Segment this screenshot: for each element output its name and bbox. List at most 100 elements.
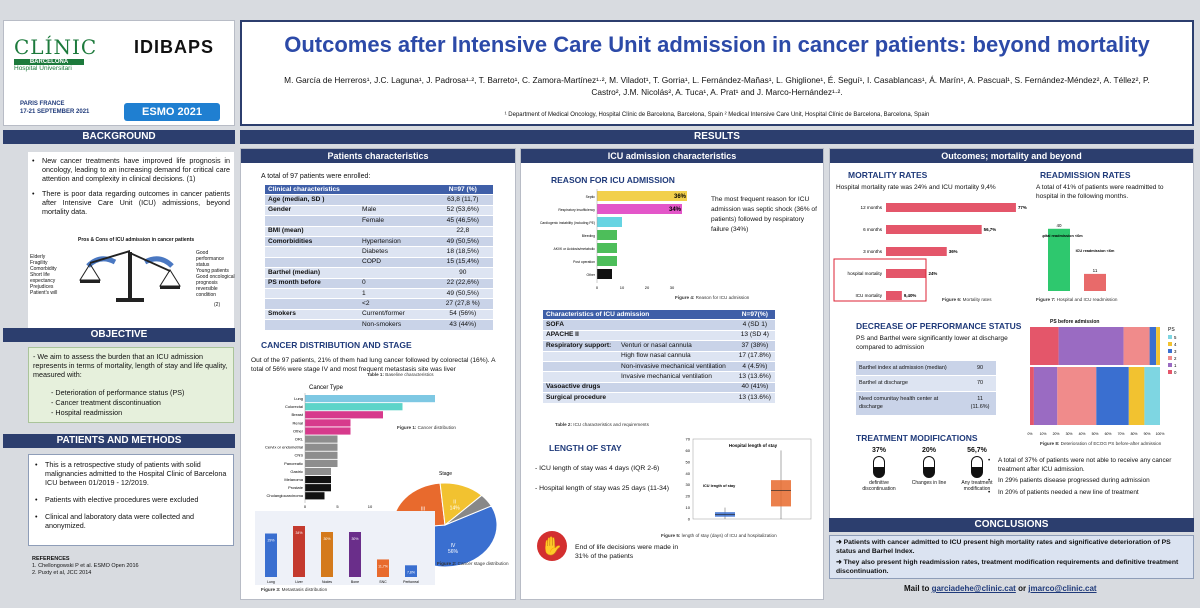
data-label: 56% [448, 549, 459, 555]
bar [305, 467, 331, 476]
bar-segment [1030, 327, 1059, 365]
table-cell: 54 (56%) [432, 309, 493, 321]
tick-label: 0 [688, 517, 691, 522]
clinic-logo-city: BARCELONA [14, 59, 84, 65]
bar [305, 403, 403, 411]
data-label: 30% [351, 537, 358, 541]
bar-segment [1057, 367, 1097, 425]
table-row: Vasoactive drugs 40 (41%) [543, 382, 775, 394]
icu-char-table: Characteristics of ICU admission N=97(%)… [543, 310, 775, 404]
table-cell: 22,8 [432, 226, 493, 238]
legend-swatch [1168, 342, 1172, 346]
bar-segment [1058, 327, 1124, 365]
tick-label: 50% [1092, 432, 1099, 436]
caption-text: Hospital and ICU readmission [1055, 297, 1118, 302]
authors: M. García de Herreros¹, J.C. Laguna¹, J.… [284, 75, 1150, 97]
table-cell: Non-smokers [359, 319, 433, 331]
bar [886, 225, 982, 234]
bar-segment [1144, 367, 1160, 425]
legend-swatch [1168, 370, 1172, 374]
objective-item: - Hospital readmission [51, 408, 123, 417]
pro-item: Young patients [196, 268, 229, 274]
bar [886, 203, 1016, 212]
highlight-box [833, 258, 927, 302]
table-cell: 27 (27,8 %) [432, 298, 493, 310]
email-link-1[interactable]: garciadehe@clinic.cat [931, 584, 1016, 593]
table-row: Diabetes 18 (18,5%) [265, 246, 493, 258]
table-cell [543, 361, 618, 373]
data-label: IV [451, 543, 456, 549]
reason-title: REASON FOR ICU ADMISSION [551, 175, 675, 185]
legend-swatch [1168, 356, 1172, 360]
tick-label: 0 [596, 285, 599, 290]
esmo-logo: ESMO 2021 [124, 103, 220, 121]
treatment-bullet: A total of 37% of patients were not able… [986, 457, 1190, 474]
fig4-caption: Figure 4: Reason for ICU admission [675, 295, 749, 300]
treatment-item: 20% Changes in line [906, 447, 952, 486]
performance-text: PS and Barthel were significantly lower … [856, 335, 1008, 351]
treatment-bullet: In 29% patients disease progressed durin… [986, 477, 1190, 486]
data-label: III [421, 506, 425, 512]
con-item: Patient's will [30, 290, 58, 296]
legend-label: 4 [1174, 342, 1177, 347]
tick-label: 6 months [863, 227, 883, 232]
bar [305, 395, 435, 403]
table-cell: Vasoactive drugs [543, 382, 618, 394]
bar [886, 291, 902, 300]
data-label: 11,7% [378, 564, 388, 568]
cancer-title: CANCER DISTRIBUTION AND STAGE [261, 340, 412, 350]
reference-item: 1. Chellongowski P et al. ESMO Open 2016 [32, 563, 139, 569]
table-cell: 13 (SD 4) [734, 330, 775, 342]
bar [305, 492, 325, 500]
email-link-2[interactable]: jmarco@clinic.cat [1028, 584, 1097, 593]
esmo-place: PARIS FRANCE [20, 101, 65, 107]
table-row: Barthel at discharge 70 [856, 375, 996, 392]
table-cell [265, 298, 359, 310]
table-cell: Gender [265, 205, 359, 217]
results-title: RESULTS [240, 130, 1194, 144]
plot-area [692, 438, 812, 520]
pie-slice [444, 494, 493, 526]
table-row: Barthel index at admission (median) 90 [856, 361, 996, 377]
tick-label: Renal [293, 420, 304, 425]
table-cell: Barthel (median) [265, 267, 359, 279]
arrow-icon: ➜ [836, 559, 844, 566]
tick-label: Septic [586, 195, 596, 199]
table-cell: PS month before [265, 278, 359, 290]
data-label: 36% [949, 249, 958, 254]
table-cell: 13 (13.6%) [734, 371, 775, 383]
caption-label: Figure 8: [1040, 441, 1060, 446]
table-cell: 0 [359, 278, 433, 290]
tick-label: Lung [267, 580, 275, 584]
table-cell: Age (median, SD ) [265, 194, 359, 206]
table-row: 1 49 (50,5%) [265, 288, 493, 300]
readmission-text: A total of 41% of patients were readmitt… [1036, 184, 1164, 200]
bar [1084, 273, 1106, 291]
caption-label: Figure 2: [437, 561, 457, 566]
patients-title: Patients characteristics [241, 149, 515, 163]
table-header-cell: N=97(%) [734, 310, 775, 321]
table-cell: 70 [964, 375, 996, 392]
mail-line: Mail to garciadehe@clinic.cat or jmarco@… [904, 584, 1097, 593]
fig1-caption: Figure 1: Cancer distribution [397, 425, 456, 430]
table-row: APACHE II 13 (SD 4) [543, 330, 775, 342]
tick-label: Peritoneal [403, 580, 419, 584]
bar [265, 533, 277, 577]
capsule-icon [873, 456, 885, 478]
tick-label: 5 [336, 504, 339, 509]
caption-label: Figure 6: [942, 297, 962, 302]
table-row: COPD 15 (15,4%) [265, 257, 493, 269]
con-item: Comorbidity [30, 266, 57, 272]
tick-label: 40% [1079, 432, 1086, 436]
table-cell [543, 371, 618, 383]
methods-title: PATIENTS AND METHODS [3, 434, 235, 448]
conclusions-panel: ➜ Patients with cancer admitted to ICU p… [829, 535, 1194, 579]
tick-label: Post operation [573, 260, 595, 264]
data-label: 77% [1018, 205, 1027, 210]
table-row: Gender Male 52 (53,6%) [265, 205, 493, 217]
bar [293, 526, 305, 577]
tick-label: 60 [686, 448, 691, 453]
methods-bullet: Patients with elective procedures were e… [33, 495, 231, 504]
table-cell: Non-invasive mechanical ventilation [617, 361, 735, 373]
category-label: ICU readmission <6m [1076, 249, 1115, 253]
